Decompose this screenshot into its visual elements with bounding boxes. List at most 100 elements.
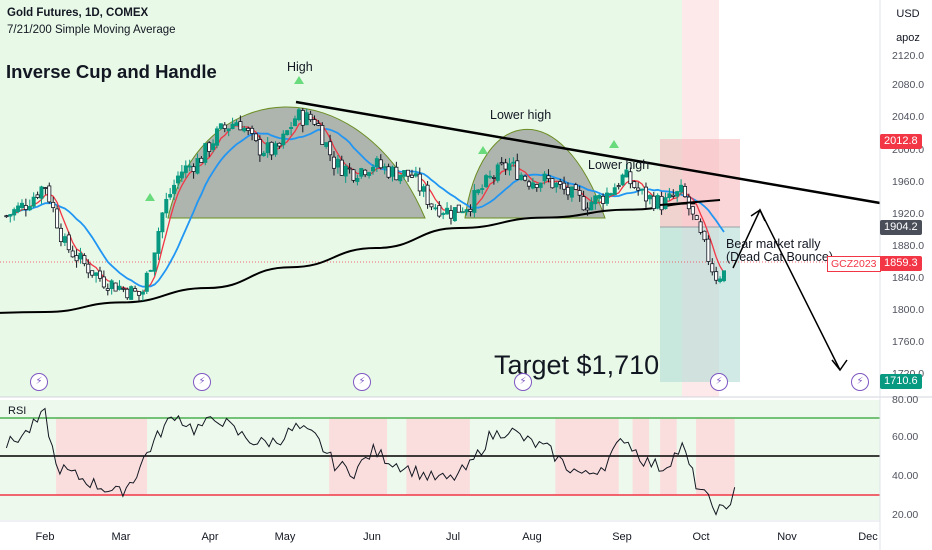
candle-body — [195, 158, 200, 174]
candle-body — [406, 169, 411, 177]
candle-body — [643, 186, 648, 202]
candle-body — [179, 171, 184, 179]
candle-body — [464, 209, 469, 213]
candle-body — [386, 166, 391, 178]
candle-body — [269, 141, 274, 156]
rsi-tick: 20.00 — [892, 509, 919, 521]
candle-body — [175, 175, 180, 184]
candle-body — [562, 182, 567, 190]
candle-body — [710, 263, 715, 273]
candle-body — [394, 166, 399, 181]
projection-arrow-up — [750, 208, 766, 222]
lightning-circle-icon[interactable]: ⚡ — [851, 373, 869, 391]
candle-body — [690, 206, 695, 215]
candle-body — [523, 175, 528, 181]
candle-body — [121, 287, 126, 290]
y-tick: 2080.0 — [892, 79, 925, 91]
candle-body — [558, 181, 563, 185]
candle-body — [526, 181, 531, 187]
candle-body — [538, 182, 543, 188]
x-tick: Jun — [363, 531, 381, 543]
candle-body — [597, 195, 602, 199]
rsi-tick: 60.00 — [892, 431, 919, 443]
candle-body — [320, 125, 325, 145]
candle-body — [608, 193, 613, 196]
candle-body — [601, 195, 606, 204]
candle-body — [47, 185, 52, 203]
lightning-circle-icon[interactable]: ⚡ — [30, 373, 48, 391]
candle-body — [101, 276, 106, 288]
candle-body — [324, 142, 329, 147]
candle-body — [277, 142, 282, 147]
candle-body — [355, 177, 360, 182]
candle-body — [253, 133, 258, 141]
candle-body — [351, 169, 356, 181]
lightning-circle-icon[interactable]: ⚡ — [710, 373, 728, 391]
candle-body — [12, 209, 17, 216]
candle-body — [328, 141, 333, 156]
candle-body — [94, 272, 99, 276]
candlestick-series — [4, 107, 726, 301]
candle-body — [593, 195, 598, 205]
candle-body — [480, 188, 485, 190]
rsi-label: RSI — [8, 405, 27, 417]
candle-body — [581, 196, 586, 211]
candle-body — [43, 187, 48, 189]
candle-body — [472, 190, 477, 213]
lightning-circle-icon[interactable]: ⚡ — [514, 373, 532, 391]
candle-body — [339, 159, 344, 176]
projection-path — [732, 208, 841, 371]
candle-body — [589, 201, 594, 211]
candle-body — [203, 143, 208, 163]
lightning-circle-icon[interactable]: ⚡ — [193, 373, 211, 391]
candle-body — [8, 214, 13, 217]
candle-body — [671, 194, 676, 197]
candle-body — [238, 121, 243, 131]
candle-body — [136, 291, 141, 296]
candle-body — [359, 168, 364, 177]
candle-body — [675, 191, 680, 197]
candle-body — [367, 172, 372, 176]
x-tick: Mar — [111, 531, 131, 543]
rsi-tick: 80.00 — [892, 394, 919, 406]
target-price-box: 1710.6 — [880, 374, 922, 389]
sma200-extension — [659, 199, 721, 206]
y-tick: 1880.0 — [892, 240, 925, 252]
candle-body — [273, 143, 278, 155]
candle-body — [234, 122, 239, 126]
candle-body — [655, 195, 660, 209]
candle-body — [682, 186, 687, 198]
candle-body — [90, 270, 95, 276]
candle-body — [265, 142, 270, 154]
rsi-tick: 40.00 — [892, 470, 919, 482]
symbol-box: GCZ2023 — [827, 256, 881, 272]
candle-body — [706, 238, 711, 262]
y-tick: 1840.0 — [892, 272, 925, 284]
candle-body — [433, 207, 438, 210]
candle-body — [491, 177, 496, 179]
lightning-circle-icon[interactable]: ⚡ — [353, 373, 371, 391]
candle-body — [519, 174, 524, 181]
x-tick: Aug — [522, 531, 542, 543]
y-tick: 1920.0 — [892, 208, 925, 220]
candle-body — [172, 184, 177, 194]
lower-high-label: Lower high — [588, 158, 650, 172]
candle-body — [604, 192, 609, 204]
candle-body — [363, 169, 368, 176]
candle-body — [191, 166, 196, 172]
candle-body — [199, 157, 204, 163]
candle-body — [97, 270, 102, 279]
candle-body — [565, 187, 570, 196]
candle-body — [636, 187, 641, 191]
currency-label[interactable]: USD — [896, 8, 920, 20]
y-tick: 2120.0 — [892, 50, 925, 62]
candle-body — [456, 204, 461, 213]
candle-body — [515, 160, 520, 180]
sma200-line — [0, 202, 697, 314]
candle-body — [70, 250, 75, 258]
candle-body — [698, 221, 703, 233]
candle-body — [663, 197, 668, 210]
candle-body — [624, 169, 629, 178]
candle-body — [620, 174, 625, 186]
candle-body — [573, 184, 578, 190]
